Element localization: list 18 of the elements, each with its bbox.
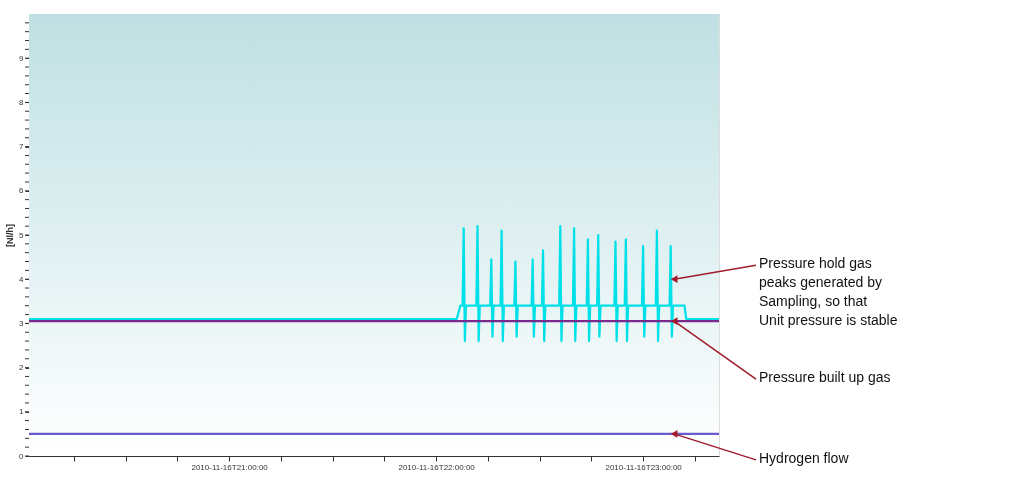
x-tick-label: 2010-11-16T23:00:00 — [605, 462, 683, 472]
y-tick-label: 0 — [19, 451, 25, 461]
y-tick-label: 2 — [19, 363, 25, 373]
y-tick-label: 3 — [19, 318, 25, 328]
annotation: Pressure hold gas peaks generated by Sampling, so that Unit pressure is stable — [759, 255, 898, 329]
y-tick-label: 5 — [19, 230, 25, 240]
y-tick-label: 4 — [19, 274, 25, 284]
annotation: Pressure built up gas — [759, 369, 891, 386]
y-tick-label: 9 — [19, 53, 25, 63]
line-series — [29, 225, 719, 343]
y-tick-label: 6 — [19, 186, 25, 196]
y-tick-label: 1 — [19, 407, 25, 417]
y-tick-label: 7 — [19, 142, 25, 152]
y-tick-label: 8 — [19, 97, 25, 107]
x-tick-label: 2010-11-16T21:00:00 — [191, 462, 269, 472]
y-axis-title: [Nl/h] — [5, 224, 16, 247]
x-tick-label: 2010-11-16T22:00:00 — [398, 462, 476, 472]
annotation: Hydrogen flow — [759, 449, 850, 466]
